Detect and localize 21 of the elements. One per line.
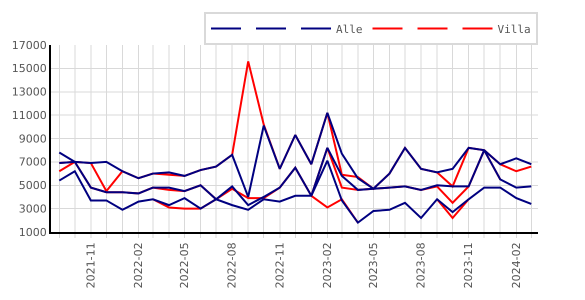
x-tick-label: 2023-02 [320,242,334,288]
legend-label: Alle [336,22,362,36]
x-tick-label: 2023-08 [414,242,428,288]
legend-label: Villa [498,22,531,36]
y-tick-label: 5000 [18,179,47,192]
x-tick-label: 2024-02 [510,242,523,288]
x-tick-label: 2023-11 [462,242,476,288]
y-tick-label: 13000 [12,86,47,99]
y-tick-label: 3000 [18,202,47,216]
x-tick-label: 2022-11 [273,242,286,288]
y-tick-label: 17000 [12,38,47,52]
y-tick-label: 15000 [12,62,47,76]
y-tick-label: 11000 [12,108,47,122]
x-tick-label: 2022-08 [226,242,239,288]
x-tick-label: 2022-02 [132,242,146,288]
x-tick-label: 2021-11 [84,242,98,288]
y-tick-label: 1000 [18,226,47,239]
y-tick-label: 9000 [18,132,47,146]
x-tick-label: 2023-05 [366,242,380,288]
x-tick-label: 2022-05 [178,242,192,288]
y-tick-label: 7000 [18,156,47,169]
